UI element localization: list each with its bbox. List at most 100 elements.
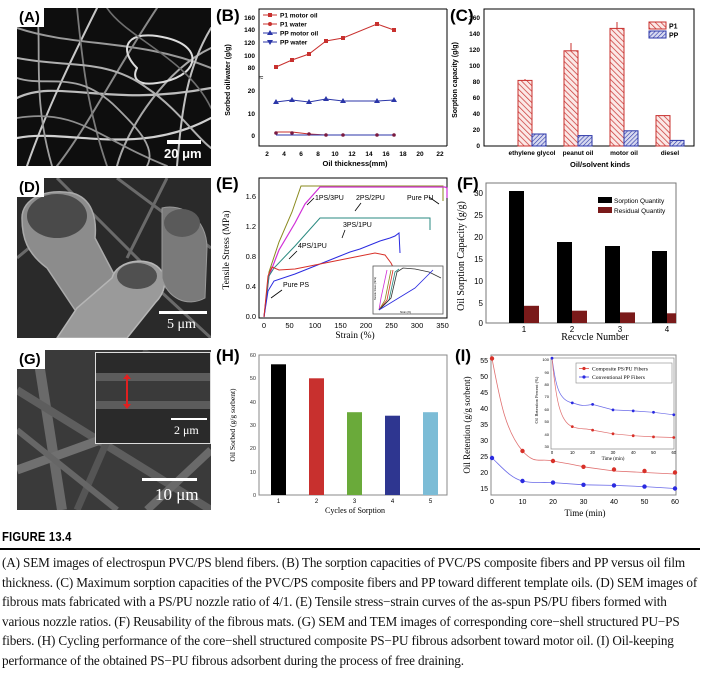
y-axis-label-c: Sorption capacity (g/g) <box>452 42 459 118</box>
svg-text:Composite PS/PU Fibers: Composite PS/PU Fibers <box>592 367 648 373</box>
svg-text:10: 10 <box>250 470 256 476</box>
legend-b: P1 motor oil P1 water PP motor oil PP wa… <box>263 13 318 47</box>
svg-text:diesel: diesel <box>661 150 680 157</box>
legend-f: Sorption Quantity Residual Quantity <box>598 197 666 215</box>
x-axis-label-f: Recycle Number <box>561 332 629 340</box>
panel-label-i: (I) <box>455 346 472 365</box>
pp-motor-oil-markers <box>273 96 397 104</box>
svg-text:250: 250 <box>385 321 398 330</box>
svg-text:70: 70 <box>545 394 550 399</box>
svg-text:40: 40 <box>480 406 488 413</box>
inset-scale-bar-g <box>171 418 207 420</box>
y-tick-labels-h: 60 50 40 30 20 10 0 <box>250 353 256 499</box>
porous-fibers-d <box>17 178 211 338</box>
inset-x-label-e: Strain (%) <box>400 311 411 314</box>
panel-label-g: (G) <box>17 350 45 369</box>
svg-text:20: 20 <box>590 450 595 455</box>
svg-text:4: 4 <box>391 499 395 505</box>
svg-text:1.2: 1.2 <box>246 222 256 231</box>
svg-text:Residual Quantity: Residual Quantity <box>614 208 666 215</box>
svg-text:20: 20 <box>248 88 256 95</box>
svg-text:4: 4 <box>665 325 670 334</box>
svg-text:Conventional PP Fibers: Conventional PP Fibers <box>592 375 645 381</box>
svg-text:80: 80 <box>248 65 256 72</box>
svg-text:20: 20 <box>474 233 483 242</box>
svg-text:55: 55 <box>480 358 488 365</box>
chart-e: 1.6 1.2 0.8 0.4 0.0 Tensile Stress (MPa) 0 50… <box>221 177 449 340</box>
svg-text:25: 25 <box>480 454 488 461</box>
svg-text:PP water: PP water <box>280 40 308 47</box>
svg-text:50: 50 <box>480 374 488 381</box>
svg-text:0: 0 <box>490 499 494 506</box>
svg-text:140: 140 <box>469 31 480 38</box>
svg-text:16: 16 <box>382 151 390 158</box>
svg-text:60: 60 <box>545 407 550 412</box>
y-tick-labels-i: 55 50 45 40 35 30 25 20 15 <box>480 358 488 493</box>
chart-h: 60 50 40 30 20 10 0 Oil Sorbed (g/g sorbent) 1… <box>228 353 448 515</box>
svg-text:50: 50 <box>641 499 649 506</box>
panel-label-h: (H) <box>216 346 240 365</box>
panel-label-f: (F) <box>457 174 479 193</box>
svg-text:P1 water: P1 water <box>280 22 307 29</box>
svg-text:50: 50 <box>250 376 256 382</box>
sem-image-a: (A) 20 μm <box>17 8 211 166</box>
svg-text:10: 10 <box>331 151 339 158</box>
x-tick-labels-b: 2 4 6 8 10 12 14 16 18 20 <box>265 151 424 158</box>
p1-motor-oil-markers <box>274 22 396 69</box>
inset-x-ticks-i: 0 10 20 30 40 50 60 <box>551 450 677 455</box>
svg-text:ethylene glycol: ethylene glycol <box>509 150 556 157</box>
diameter-arrow-bottom <box>123 404 131 409</box>
svg-text:25: 25 <box>474 211 483 220</box>
svg-text:2: 2 <box>315 499 319 505</box>
svg-text:1.6: 1.6 <box>246 192 256 201</box>
x-axis-label-c: Oil/solvent kinds <box>570 160 630 169</box>
scale-bar-a <box>167 140 201 144</box>
panel-label-c: (C) <box>450 6 474 25</box>
svg-text:140: 140 <box>244 27 255 34</box>
annotations-e: 1PS/3PU 2PS/2PU Pure PU 3PS/1PU 4PS/1PU … <box>283 195 433 289</box>
chart-b-right: 22 <box>420 8 448 158</box>
caption-divider <box>0 548 700 550</box>
svg-text:0: 0 <box>262 321 266 330</box>
svg-text:350: 350 <box>436 321 449 330</box>
x-tick-labels-i: 0 10 20 30 40 50 60 <box>490 499 679 506</box>
svg-text:peanut oil: peanut oil <box>563 150 594 157</box>
axis-break-b: ≈ <box>259 73 264 82</box>
svg-text:150: 150 <box>334 321 347 330</box>
svg-text:12: 12 <box>348 151 356 158</box>
svg-text:0.8: 0.8 <box>246 252 256 261</box>
svg-text:20: 20 <box>480 470 488 477</box>
y-axis-label-e: Tensile Stress (MPa) <box>221 210 232 289</box>
svg-text:4: 4 <box>282 151 286 158</box>
svg-text:20: 20 <box>473 127 481 134</box>
svg-text:5: 5 <box>429 499 433 505</box>
svg-text:20: 20 <box>250 446 256 452</box>
svg-text:30: 30 <box>474 189 483 198</box>
svg-text:35: 35 <box>480 422 488 429</box>
svg-text:100: 100 <box>542 357 549 362</box>
svg-text:160: 160 <box>469 15 480 22</box>
y-axis-label-h: Oil Sorbed (g/g sorbent) <box>228 388 237 462</box>
inset-e: Tensile Stress (MPa) Strain (%) <box>372 265 444 315</box>
svg-text:40: 40 <box>545 432 550 437</box>
sem-image-g: 2 μm (G) 10 μm <box>17 350 211 510</box>
fiber-network-a <box>17 8 211 166</box>
svg-text:Sorption Quantity: Sorption Quantity <box>614 198 665 205</box>
figure-title: FIGURE 13.4 <box>2 530 72 544</box>
sem-image-d: (D) 5 μm <box>17 178 211 338</box>
x-axis-label-b: Oil thickness(mm) <box>322 159 388 168</box>
svg-text:8: 8 <box>316 151 320 158</box>
error-bars-c <box>524 22 618 80</box>
panel-label-e: (E) <box>216 174 239 193</box>
svg-text:10: 10 <box>570 450 575 455</box>
svg-text:motor oil: motor oil <box>610 150 638 157</box>
chart-c: 160 140 120 100 80 60 40 20 0 Sorption capacity … <box>452 8 695 169</box>
svg-text:80: 80 <box>473 79 481 86</box>
svg-text:P1 motor oil: P1 motor oil <box>280 13 318 20</box>
svg-text:100: 100 <box>469 63 480 70</box>
diameter-arrow-icon <box>126 375 128 407</box>
svg-text:10: 10 <box>519 499 527 506</box>
svg-text:14: 14 <box>365 151 373 158</box>
inset-y-ticks-i: 100 90 80 70 60 50 40 30 <box>542 357 549 449</box>
